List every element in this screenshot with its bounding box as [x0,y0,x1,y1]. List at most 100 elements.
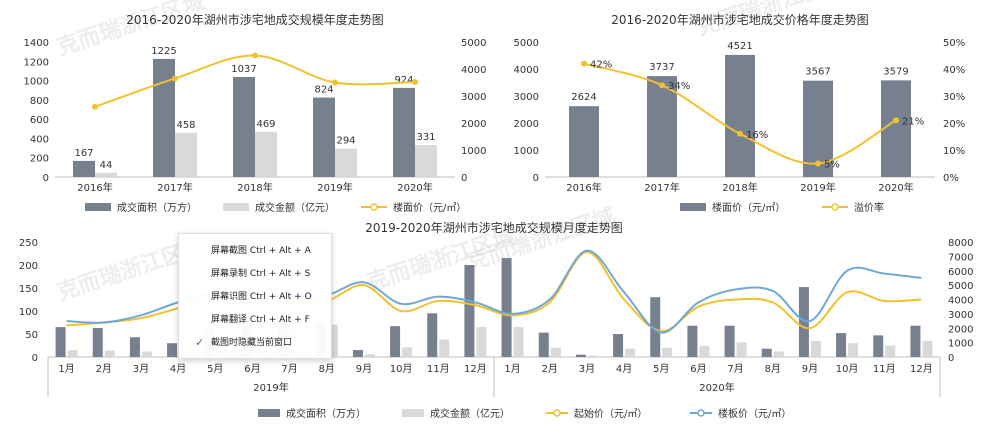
x-tick-label: 2016年 [77,181,112,194]
bar [848,343,859,357]
bar [569,106,599,177]
menu-item-hide-window[interactable]: ✓ 截图时隐藏当前窗口 [179,334,329,352]
y2-tick-label: 6000 [948,267,973,278]
chart-title: 2016-2020年湖州市涉宅地成交规模年度走势图 [126,12,383,27]
line-point [737,130,743,137]
x-tick-label: 2017年 [644,181,679,194]
menu-item-screen-recognize[interactable]: 屏幕识图 Ctrl + Alt + O [179,288,329,306]
y-tick-label: 0 [32,353,38,364]
y-tick-label: 250 [19,238,38,249]
bar [92,328,103,357]
bar-data-label: 3579 [883,66,908,77]
line-point [893,117,899,124]
context-menu: 屏幕截图 Ctrl + Alt + A 屏幕录制 Ctrl + Alt + S … [178,233,332,359]
legend-entry: 成交面积（万方） [286,407,366,420]
x-tick-label: 10月 [836,363,859,375]
line-data-label: 21% [902,116,924,127]
x-tick-label: 2019年 [317,181,352,194]
bar [881,80,911,177]
line-data-label: 34% [668,81,690,92]
bar-data-label: 2624 [571,92,596,103]
menu-item-screenshot[interactable]: 屏幕截图 Ctrl + Alt + A [179,242,329,260]
y2-tick-label: 20% [943,119,965,130]
y-tick-label: 100 [19,307,38,318]
x-tick-label: 10月 [390,363,413,375]
bar [773,351,784,357]
bar-data-label: 469 [256,119,275,130]
legend-entry: 成交面积（万方） [117,201,197,214]
bar [538,332,549,357]
legend-swatch [697,409,705,417]
x-tick-label: 2016年 [566,181,601,194]
bar [687,325,698,357]
legend-swatch [258,409,280,417]
bar [439,339,450,357]
y-tick-label: 150 [19,284,38,295]
x-tick-label: 3月 [133,363,149,375]
y-tick-label: 200 [30,154,49,165]
watermark: 克而瑞浙江区域 [54,0,209,61]
bar [175,132,197,177]
bar [587,355,598,357]
bar [104,350,115,357]
legend-entry: 成交金额（亿元） [430,407,510,420]
line-point [252,52,258,59]
bar [95,172,117,177]
bar [513,327,524,357]
y-tick-label: 1200 [24,57,49,68]
bar [910,325,921,357]
x-tick-label: 2019年 [800,181,835,194]
bar [67,350,78,357]
chart-title: 2019-2020年湖州市涉宅地成交规模月度走势图 [365,220,622,235]
bar [922,340,933,357]
y2-tick-label: 2000 [948,324,973,335]
chart-title: 2016-2020年湖州市涉宅地成交价格年度走势图 [611,12,868,27]
y2-tick-label: 50% [943,38,965,49]
legend-entry: 成交金额（亿元） [255,201,335,214]
bar [625,348,636,357]
bar [501,258,512,357]
line-point [581,60,587,67]
bar-data-label: 3737 [649,62,674,73]
bar-data-label: 44 [100,160,113,171]
legend-swatch [553,409,561,417]
bar [836,333,847,357]
legend-swatch [402,409,424,417]
line-point [92,103,98,110]
x-tick-label: 5月 [653,363,669,375]
bar [798,287,809,357]
menu-item-screen-record[interactable]: 屏幕录制 Ctrl + Alt + S [179,265,329,283]
bar [393,87,415,177]
y-tick-label: 0 [43,173,49,184]
y-tick-label: 1400 [24,38,49,49]
bar [390,326,401,357]
menu-item-label: 屏幕识图 Ctrl + Alt + O [211,292,312,302]
y-tick-label: 400 [30,134,49,145]
line-point [412,78,418,85]
y2-tick-label: 0 [948,353,954,364]
x-tick-label: 3月 [579,363,595,375]
y2-tick-label: 10% [943,146,965,157]
bar [352,350,363,357]
y-tick-label: 0 [533,173,539,184]
y2-tick-label: 1000 [461,146,486,157]
y-tick-label: 2000 [514,119,539,130]
bar-data-label: 331 [416,132,435,143]
x-tick-label: 8月 [765,363,781,375]
y2-tick-label: 4000 [461,65,486,76]
menu-item-screen-translate[interactable]: 屏幕翻译 Ctrl + Alt + F [179,311,329,329]
y2-tick-label: 40% [943,65,965,76]
legend-entry: 楼面价（元/㎡） [712,201,785,214]
bar-data-label: 294 [336,136,355,147]
bar [335,148,357,177]
x-tick-label: 12月 [910,363,933,375]
line-point [172,75,178,82]
bar [153,58,175,177]
bar [724,325,735,357]
legend-entry: 溢价率 [854,201,884,214]
bar [233,77,255,177]
bar [364,354,375,357]
legend-swatch [680,203,706,211]
menu-item-label: 屏幕录制 Ctrl + Alt + S [211,269,311,279]
y-tick-label: 800 [30,96,49,107]
